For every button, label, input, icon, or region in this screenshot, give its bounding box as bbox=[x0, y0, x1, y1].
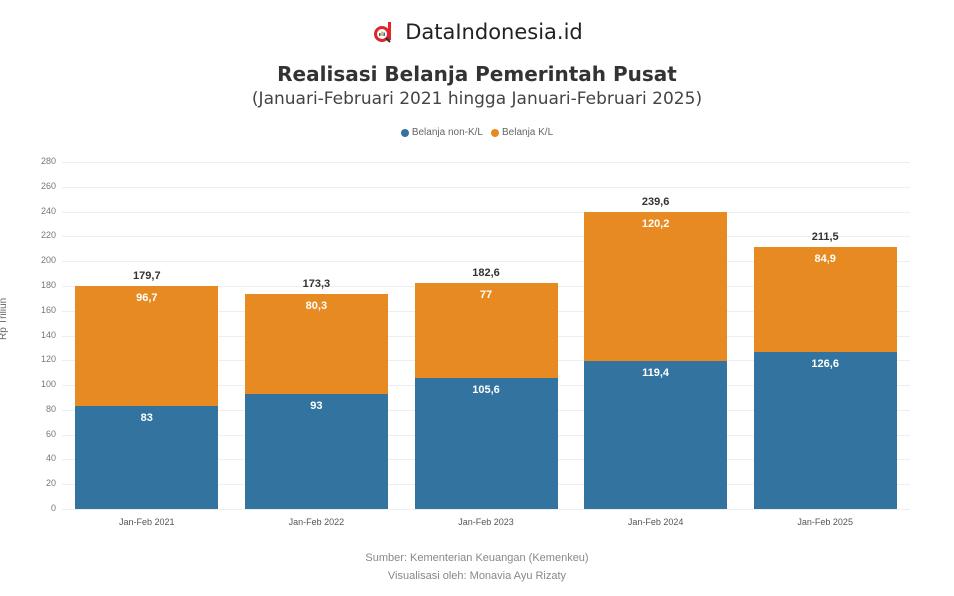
segment-value-label: 120,2 bbox=[641, 218, 670, 231]
legend-item-non-kl[interactable]: Belanja non-K/L bbox=[400, 127, 483, 138]
bar-stack[interactable]: 105,6 77 182,6 bbox=[414, 267, 558, 509]
bar-segment-kl[interactable]: 96,7 bbox=[75, 286, 219, 407]
legend-dot-icon bbox=[491, 128, 499, 137]
legend-label: Belanja non-K/L bbox=[411, 127, 483, 138]
segment-value-label: 80,3 bbox=[305, 300, 328, 313]
segment-value-label: 77 bbox=[479, 288, 493, 301]
y-tick-label: 0 bbox=[50, 503, 56, 513]
y-tick-label: 100 bbox=[40, 379, 56, 390]
segment-value-label: 83 bbox=[140, 412, 153, 425]
y-tick-label: 280 bbox=[40, 156, 56, 166]
y-tick-label: 140 bbox=[40, 329, 56, 340]
plot-area: 0 20 40 60 80 100 120 140 160 180 200 220 240 260 280 8… bbox=[41, 156, 910, 527]
legend-item-kl[interactable]: Belanja K/L bbox=[491, 127, 553, 138]
x-tick-label: Jan-Feb 2021 bbox=[119, 517, 175, 527]
bar-stack[interactable]: 119,4 120,2 239,6 bbox=[584, 196, 728, 509]
total-value-label: 211,5 bbox=[811, 230, 839, 243]
chart-subtitle: (Januari-Februari 2021 hingga Januari-Fe… bbox=[251, 89, 703, 109]
y-tick-label: 200 bbox=[40, 255, 56, 266]
x-tick-label: Jan-Feb 2022 bbox=[288, 517, 345, 527]
source-note: Sumber: Kementerian Keuangan (Kemenkeu) bbox=[365, 552, 589, 564]
chart-legend: Belanja non-K/L Belanja K/L bbox=[0, 127, 954, 138]
gridline bbox=[62, 261, 910, 263]
credit-note: Visualisasi oleh: Monavia Ayu Rizaty bbox=[387, 570, 567, 582]
bar-segment-kl[interactable]: 120,2 bbox=[584, 212, 728, 362]
bar-stack[interactable]: 126,6 84,9 211,5 bbox=[753, 231, 897, 509]
y-tick-label: 20 bbox=[45, 478, 56, 489]
brand-name: DataIndonesia.id bbox=[405, 20, 583, 44]
bar-segment-non-kl[interactable]: 119,4 bbox=[584, 361, 728, 509]
dataindonesia-logo-icon bbox=[374, 22, 392, 43]
segment-value-label: 93 bbox=[310, 399, 323, 412]
gridline bbox=[62, 509, 910, 510]
gridline bbox=[62, 236, 910, 238]
chart-title: Realisasi Belanja Pemerintah Pusat bbox=[277, 62, 677, 86]
gridline bbox=[62, 211, 910, 213]
bar-segment-non-kl[interactable]: 83 bbox=[75, 406, 219, 509]
brand-header: DataIndonesia.id bbox=[0, 20, 954, 44]
total-value-label: 179,7 bbox=[133, 270, 161, 283]
total-value-label: 173,3 bbox=[302, 278, 331, 291]
bar-segment-kl[interactable]: 84,9 bbox=[753, 246, 897, 353]
segment-value-label: 96,7 bbox=[136, 292, 158, 305]
bar-segment-kl[interactable]: 77 bbox=[414, 282, 558, 379]
legend-label: Belanja K/L bbox=[502, 127, 554, 138]
total-value-label: 239,6 bbox=[641, 196, 670, 209]
total-value-label: 182,6 bbox=[472, 266, 500, 279]
segment-value-label: 119,4 bbox=[642, 367, 670, 380]
gridline bbox=[62, 186, 910, 188]
y-axis-label: Rp Triliun bbox=[0, 297, 9, 340]
y-tick-label: 80 bbox=[45, 403, 56, 414]
legend-dot-icon bbox=[400, 128, 409, 137]
bar-stack[interactable]: 83 96,7 179,7 bbox=[75, 270, 219, 509]
x-tick-label: Jan-Feb 2023 bbox=[458, 517, 514, 527]
y-tick-label: 160 bbox=[40, 304, 56, 315]
x-tick-label: Jan-Feb 2024 bbox=[627, 517, 684, 527]
y-tick-label: 120 bbox=[40, 354, 56, 365]
segment-value-label: 84,9 bbox=[814, 252, 836, 265]
bar-stack[interactable]: 93 80,3 173,3 bbox=[244, 278, 388, 509]
y-tick-label: 220 bbox=[40, 230, 56, 241]
bar-segment-non-kl[interactable]: 126,6 bbox=[753, 352, 897, 509]
y-tick-label: 180 bbox=[40, 279, 56, 290]
gridline bbox=[62, 162, 910, 163]
y-tick-label: 240 bbox=[40, 205, 56, 216]
bar-segment-non-kl[interactable]: 93 bbox=[244, 393, 388, 509]
y-tick-label: 60 bbox=[45, 428, 56, 439]
segment-value-label: 126,6 bbox=[811, 358, 839, 371]
x-tick-label: Jan-Feb 2025 bbox=[797, 517, 853, 527]
y-tick-label: 260 bbox=[40, 180, 56, 191]
bar-segment-kl[interactable]: 80,3 bbox=[244, 294, 388, 394]
bar-segment-non-kl[interactable]: 105,6 bbox=[414, 378, 558, 509]
segment-value-label: 105,6 bbox=[472, 384, 500, 397]
y-tick-label: 40 bbox=[45, 453, 56, 464]
